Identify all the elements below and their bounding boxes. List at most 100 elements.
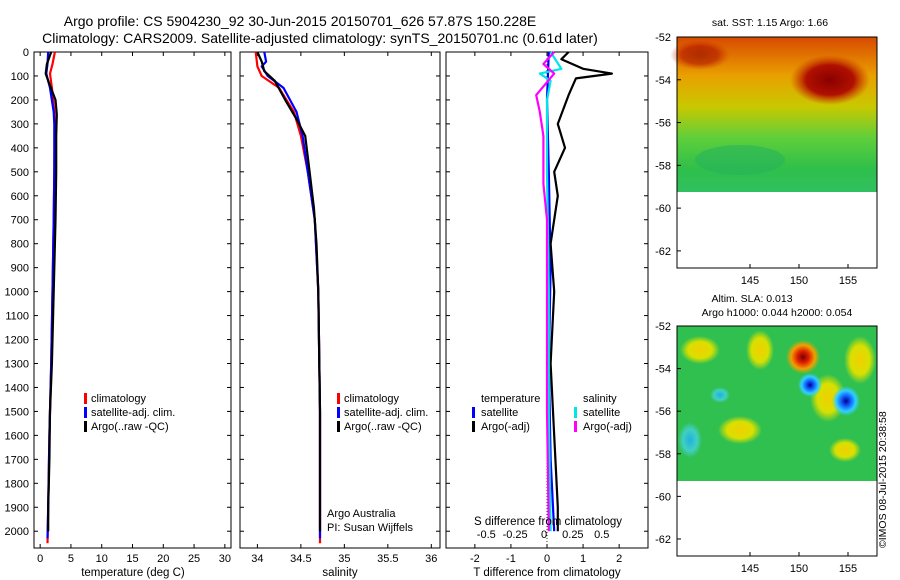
series-line-t-argo-adj: [549, 51, 614, 532]
y-tick-label: 200: [11, 95, 29, 107]
map-y-tick-label: -58: [655, 449, 671, 461]
x-tick-label: 1: [580, 553, 586, 565]
y-tick-label: 800: [11, 239, 29, 251]
temperature-panel: 0100200300400500600700800900100011001200…: [5, 47, 232, 579]
map-y-tick-label: -52: [655, 321, 671, 333]
temperature-series: [44, 51, 58, 544]
sla-map: Altim. SLA: 0.013 Argo h1000: 0.044 h200…: [655, 293, 878, 575]
x-tick-label: 35: [338, 553, 350, 565]
y-tick-label: 1600: [5, 430, 29, 442]
depth-axis: 0 100 200 300 400 500 600 700 800 900 1000 1100 1200…: [5, 47, 231, 538]
y-tick-label: 600: [11, 191, 29, 203]
difference-xlabel: T difference from climatology: [473, 567, 620, 579]
map-x-tick-label: 155: [839, 563, 857, 575]
x-tick-label: 0: [544, 553, 550, 565]
map-y-tick-label: -60: [655, 491, 671, 503]
legend-label-s-satellite: satellite: [583, 407, 620, 419]
salinity-panel: 34 34.5 35 35.5 36 salinity climatology sate…: [239, 51, 441, 579]
legend-swatch-satellite: [84, 407, 87, 418]
legend-heading-temperature: temperature: [481, 393, 540, 405]
sst-missing-area: [677, 192, 877, 268]
s-tick-label: 0: [541, 529, 547, 541]
difference-legend: temperature salinity satellite Argo(-adj…: [472, 393, 632, 433]
x-tick-label: -1: [506, 553, 516, 565]
sla-yellow-patch: [680, 336, 720, 364]
difference-panel: -2 -1 0 1 2 -0.5 -0.25 0 0.25 0.5 T difference fr…: [445, 51, 649, 579]
legend-label-t-argo: Argo(-adj): [481, 421, 530, 433]
y-tick-label: 300: [11, 119, 29, 131]
y-tick-label: 700: [11, 215, 29, 227]
y-tick-label: 1800: [5, 478, 29, 490]
x-tick-label: 30: [219, 553, 231, 565]
series-line-s-argo-adj: [535, 51, 556, 532]
y-tick-label: 500: [11, 167, 29, 179]
y-tick-label: 1000: [5, 287, 29, 299]
sla-map-title-line1: Altim. SLA: 0.013: [711, 293, 792, 305]
s-tick-label: 0.25: [562, 529, 583, 541]
salinity-plot-frame: [239, 51, 441, 549]
sla-high-eddy: [786, 340, 820, 374]
map-y-tick-label: -52: [655, 32, 671, 44]
legend-swatch-climatology: [84, 393, 87, 404]
map-y-tick-label: -58: [655, 160, 671, 172]
x-tick-label: 2: [616, 553, 622, 565]
sla-yellow-patch: [829, 438, 861, 462]
s-tick-label: -0.25: [503, 529, 528, 541]
y-tick-label: 1100: [5, 311, 29, 323]
legend-swatch-t-argo: [472, 421, 475, 432]
series-line-argo-raw-qc: [256, 51, 322, 532]
sla-yellow-patch: [746, 330, 774, 370]
map-y-tick-label: -62: [655, 246, 671, 258]
sst-map-title: sat. SST: 1.15 Argo: 1.66: [712, 17, 828, 29]
salinity-legend: climatology satellite-adj. clim. Argo(..…: [337, 393, 428, 433]
x-tick-label: 20: [157, 553, 169, 565]
y-tick-label: 0: [23, 47, 29, 59]
temperature-x-axis: 0 5 10 15 20 25 30: [37, 52, 231, 565]
legend-label-argo: Argo(..raw -QC): [344, 421, 422, 433]
legend-heading-salinity: salinity: [583, 393, 617, 405]
x-tick-label: 34: [251, 553, 263, 565]
y-tick-label: 1400: [5, 382, 29, 394]
annotation-line2: PI: Susan Wijffels: [327, 522, 413, 534]
legend-label-climatology: climatology: [91, 393, 147, 405]
sst-cool-band: [695, 145, 785, 175]
salinity-depth-ticks: [240, 51, 440, 532]
s-tick-label: -0.5: [477, 529, 496, 541]
y-tick-label: 400: [11, 143, 29, 155]
legend-label-t-satellite: satellite: [481, 407, 518, 419]
legend-label-argo: Argo(..raw -QC): [91, 421, 169, 433]
x-tick-label: 35.5: [377, 553, 398, 565]
y-tick-label: 2000: [5, 526, 29, 538]
difference-x-axis: -2 -1 0 1 2 -0.5 -0.25 0 0.25 0.5: [470, 52, 622, 565]
sst-map: sat. SST: 1.15 Argo: 1.66 -52 -54 -56 -58 -6…: [655, 17, 878, 287]
legend-swatch-s-argo: [574, 421, 577, 432]
y-tick-label: 1700: [5, 454, 29, 466]
series-line-argo-raw-qc: [44, 51, 58, 532]
sla-axes: -52 -54 -56 -58 -60 -62 145 150 155: [655, 321, 857, 575]
annotation-line1: Argo Australia: [327, 508, 396, 520]
difference-series: [535, 51, 614, 532]
y-tick-label: 900: [11, 263, 29, 275]
legend-swatch-s-satellite: [574, 407, 577, 418]
map-y-tick-label: -54: [655, 75, 671, 87]
map-y-tick-label: -56: [655, 118, 671, 130]
legend-swatch-t-satellite: [472, 407, 475, 418]
sla-yellow-patch: [718, 416, 762, 444]
x-tick-label: 36: [425, 553, 437, 565]
salinity-series: [254, 51, 322, 544]
map-y-tick-label: -62: [655, 534, 671, 546]
legend-label-climatology: climatology: [344, 393, 400, 405]
x-tick-label: 25: [188, 553, 200, 565]
legend-label-s-argo: Argo(-adj): [583, 421, 632, 433]
sla-low-eddy: [798, 373, 822, 397]
y-tick-label: 1500: [5, 406, 29, 418]
credit-stamp: ©IMOS 08-Jul-2015 20:38:58: [877, 411, 889, 548]
y-tick-label: 1900: [5, 502, 29, 514]
sla-cyan-patch: [678, 422, 702, 458]
x-tick-label: 34.5: [290, 553, 311, 565]
map-x-tick-label: 145: [741, 275, 759, 287]
legend-label-satellite: satellite-adj. clim.: [91, 407, 175, 419]
sst-warm-core: [790, 55, 870, 105]
temperature-xlabel: temperature (deg C): [81, 567, 185, 579]
